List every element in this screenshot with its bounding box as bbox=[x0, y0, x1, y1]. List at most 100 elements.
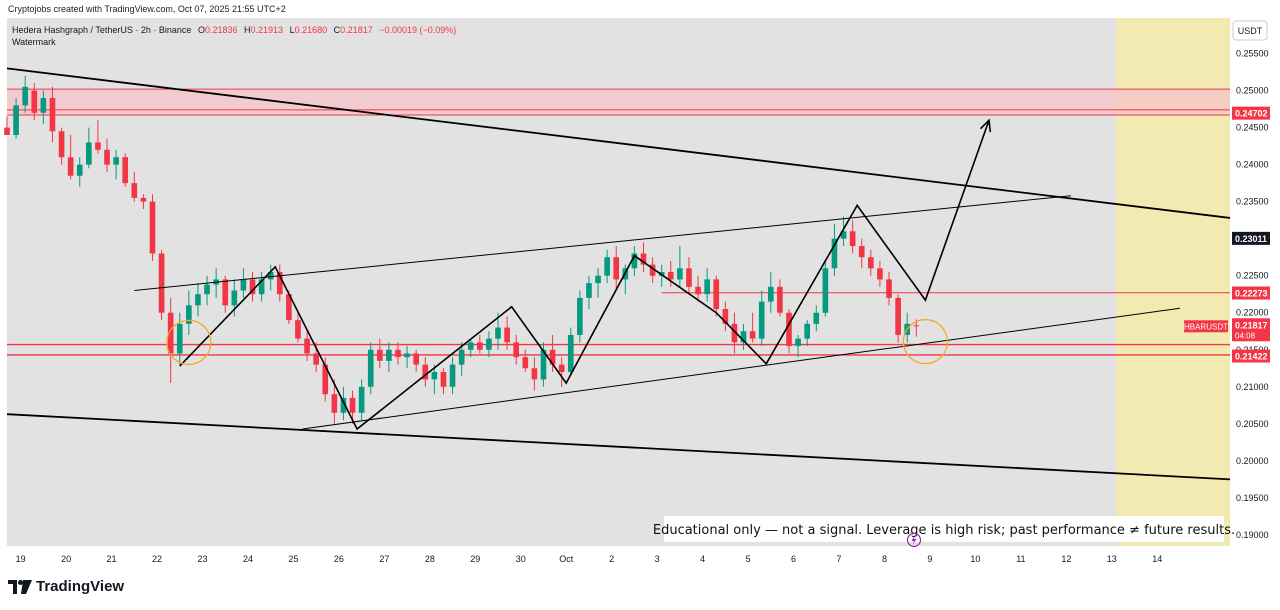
close-label: C bbox=[334, 25, 341, 35]
time-tick-label: 30 bbox=[516, 554, 526, 564]
currency-button[interactable]: USDT bbox=[1232, 20, 1268, 41]
candle-body bbox=[913, 325, 920, 327]
candle bbox=[404, 346, 410, 369]
candle-body bbox=[295, 320, 301, 339]
time-tick-label: 27 bbox=[379, 554, 389, 564]
candle bbox=[386, 342, 392, 372]
candle-body bbox=[204, 284, 210, 295]
candle-body bbox=[531, 368, 538, 380]
candle-body bbox=[167, 312, 174, 354]
time-tick-label: 9 bbox=[927, 554, 932, 564]
candle bbox=[58, 127, 65, 165]
highlight-circle bbox=[166, 319, 212, 365]
candle-body bbox=[176, 323, 183, 354]
candle-body bbox=[740, 331, 747, 343]
price-tag[interactable]: 0.22273 bbox=[1232, 286, 1270, 300]
candle bbox=[222, 275, 229, 313]
candle bbox=[367, 342, 374, 395]
candle-body bbox=[704, 279, 710, 295]
candle-body bbox=[467, 342, 474, 350]
candle bbox=[13, 97, 19, 139]
price-chart[interactable]: 0.25500 0.25000 0.24500 0.24000 0.23500 0.230… bbox=[0, 0, 1280, 570]
candle-body bbox=[404, 353, 410, 358]
candle-body bbox=[686, 268, 692, 287]
candle-body bbox=[431, 371, 438, 380]
candle bbox=[258, 272, 265, 302]
candle bbox=[895, 294, 901, 343]
candle-body bbox=[195, 294, 201, 306]
price-tag-bg bbox=[1232, 349, 1270, 363]
candle bbox=[913, 319, 920, 337]
candle-body bbox=[831, 238, 838, 269]
candle bbox=[440, 368, 447, 395]
candle bbox=[804, 320, 810, 347]
price-tick-label: 0.20000 bbox=[1236, 456, 1269, 466]
price-tick-label: 0.24000 bbox=[1236, 160, 1269, 170]
candle-body bbox=[868, 257, 874, 269]
price-tick-label: 0.24500 bbox=[1236, 123, 1269, 133]
symbol-title: Hedera Hashgraph / TetherUS · 2h · Binan… bbox=[12, 25, 191, 35]
change-value: −0.00019 (−0.09%) bbox=[379, 25, 456, 35]
candle-body bbox=[267, 272, 274, 280]
candle bbox=[67, 135, 74, 180]
candle bbox=[840, 216, 847, 247]
candle-body bbox=[340, 397, 347, 413]
candle-body bbox=[840, 231, 847, 239]
candle bbox=[595, 268, 601, 298]
candle-body bbox=[231, 290, 238, 306]
price-tag[interactable]: 0.24702 bbox=[1232, 106, 1270, 120]
candle-body bbox=[649, 264, 656, 276]
candle bbox=[113, 149, 119, 180]
candle-body bbox=[22, 86, 29, 106]
candle-body bbox=[495, 327, 501, 339]
price-tick-label: 0.19500 bbox=[1236, 493, 1269, 503]
price-tag[interactable]: 0.23011 bbox=[1232, 231, 1270, 245]
high-label: H bbox=[244, 25, 251, 35]
time-tick-label: 7 bbox=[836, 554, 841, 564]
logo-text: TradingView bbox=[36, 578, 125, 595]
tradingview-logo[interactable]: TradingView bbox=[8, 578, 124, 595]
candle-body bbox=[795, 338, 801, 347]
time-tick-label: 23 bbox=[197, 554, 207, 564]
candle bbox=[822, 260, 829, 317]
candle bbox=[22, 75, 29, 113]
candle bbox=[677, 246, 683, 287]
candle bbox=[167, 297, 174, 384]
trend-line bbox=[6, 67, 1231, 219]
candle-body bbox=[40, 97, 47, 113]
candle-body bbox=[849, 231, 856, 247]
candle bbox=[522, 349, 529, 372]
candle-body bbox=[31, 90, 38, 113]
candle bbox=[395, 342, 401, 365]
candle bbox=[531, 357, 538, 391]
candle-body bbox=[786, 312, 792, 347]
price-tick-label: 0.21000 bbox=[1236, 382, 1269, 392]
candle-body bbox=[631, 253, 638, 269]
time-tick-label: 13 bbox=[1107, 554, 1117, 564]
candle bbox=[295, 312, 301, 343]
candle-body bbox=[713, 279, 720, 310]
candle-body bbox=[577, 297, 583, 335]
candle-body bbox=[131, 183, 138, 198]
time-tick-label: 24 bbox=[243, 554, 253, 564]
candle bbox=[868, 249, 874, 276]
price-tick-label: 0.22500 bbox=[1236, 271, 1269, 281]
candle bbox=[86, 127, 92, 169]
candle-body bbox=[4, 127, 10, 136]
high-value: 0.21913 bbox=[251, 25, 284, 35]
lightning-icon[interactable] bbox=[906, 532, 922, 548]
last-price-bg bbox=[1232, 318, 1270, 342]
candle-body bbox=[486, 338, 492, 350]
price-tag-text: 0.23011 bbox=[1235, 234, 1267, 244]
candle-body bbox=[477, 342, 483, 350]
price-tag[interactable]: 0.21422 bbox=[1232, 349, 1270, 363]
candle-body bbox=[858, 246, 865, 258]
chart-legend: Hedera Hashgraph / TetherUS · 2h · Binan… bbox=[12, 25, 456, 47]
candle bbox=[276, 264, 283, 302]
disclaimer-box: Educational only — not a signal. Leverag… bbox=[653, 516, 1235, 542]
footer-bar: TradingView bbox=[0, 570, 1280, 610]
time-tick-label: 20 bbox=[61, 554, 71, 564]
candle-body bbox=[413, 353, 420, 365]
candle bbox=[267, 264, 274, 291]
